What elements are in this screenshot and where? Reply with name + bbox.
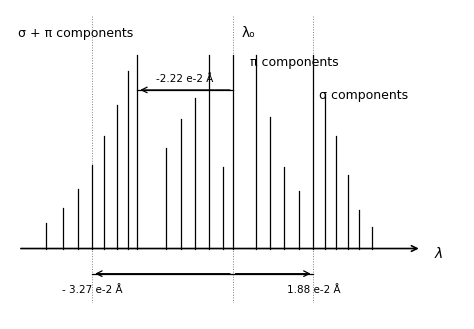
- Text: π components: π components: [250, 56, 338, 69]
- Text: - 3.27 e-2 Å: - 3.27 e-2 Å: [62, 285, 123, 295]
- Text: 1.88 e-2 Å: 1.88 e-2 Å: [287, 285, 340, 295]
- Text: λ: λ: [435, 247, 443, 261]
- Text: -2.22 e-2 Å: -2.22 e-2 Å: [156, 74, 214, 84]
- Text: σ components: σ components: [319, 89, 408, 102]
- Text: σ + π components: σ + π components: [18, 27, 133, 40]
- Text: λₒ: λₒ: [241, 26, 255, 40]
